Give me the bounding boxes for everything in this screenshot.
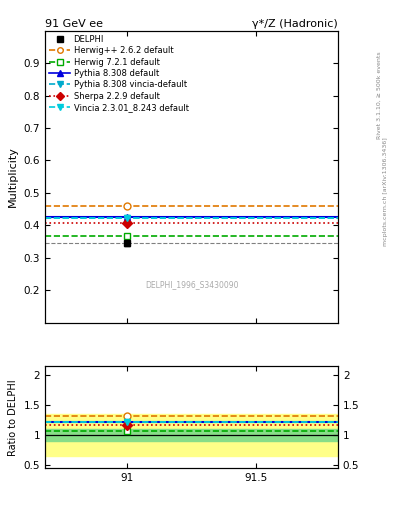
Text: DELPHI_1996_S3430090: DELPHI_1996_S3430090 [145, 280, 238, 289]
Text: mcplots.cern.ch [arXiv:1306.3436]: mcplots.cern.ch [arXiv:1306.3436] [383, 137, 387, 246]
Text: γ*/Z (Hadronic): γ*/Z (Hadronic) [252, 18, 338, 29]
Y-axis label: Multiplicity: Multiplicity [8, 146, 18, 207]
Text: Rivet 3.1.10, ≥ 500k events: Rivet 3.1.10, ≥ 500k events [377, 51, 382, 139]
Legend: DELPHI, Herwig++ 2.6.2 default, Herwig 7.2.1 default, Pythia 8.308 default, Pyth: DELPHI, Herwig++ 2.6.2 default, Herwig 7… [48, 33, 190, 114]
Y-axis label: Ratio to DELPHI: Ratio to DELPHI [8, 379, 18, 456]
Text: 91 GeV ee: 91 GeV ee [45, 18, 103, 29]
